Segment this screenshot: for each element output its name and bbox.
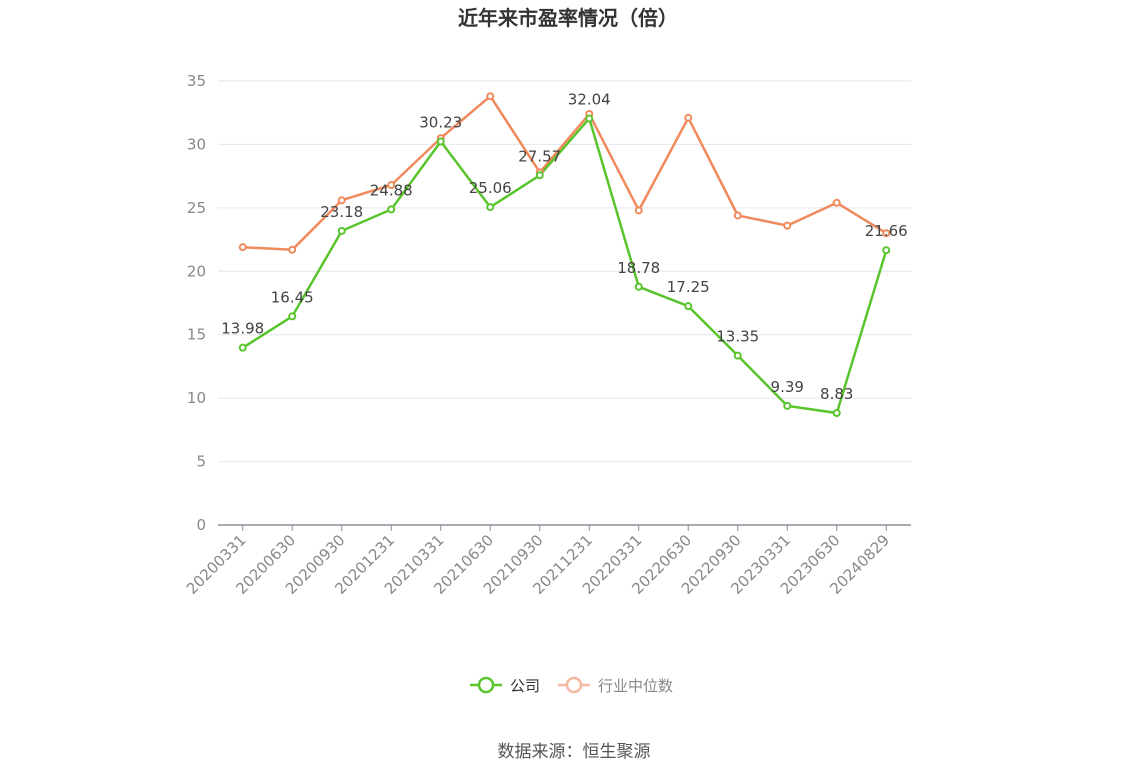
data-point-0-11[interactable]: [783, 401, 792, 410]
data-label: 16.45: [271, 288, 314, 306]
y-tick-label: 5: [196, 453, 206, 471]
y-tick-label: 25: [187, 199, 206, 217]
data-point-1-2[interactable]: [337, 196, 346, 205]
series-line-0: [242, 117, 888, 415]
y-tick-label: 15: [187, 326, 206, 344]
data-point-0-1[interactable]: [288, 312, 297, 321]
data-point-0-8[interactable]: [634, 282, 643, 291]
data-label: 24.88: [370, 181, 413, 199]
data-point-0-9[interactable]: [684, 302, 693, 311]
data-label: 30.23: [419, 114, 462, 132]
series-points: [238, 92, 891, 417]
grid-lines: [218, 80, 911, 463]
legend-marker: [477, 676, 495, 694]
data-label: 13.35: [716, 328, 759, 346]
data-point-1-3[interactable]: [387, 181, 396, 190]
y-tick-label: 20: [187, 262, 206, 280]
data-point-0-12[interactable]: [832, 408, 841, 417]
data-point-0-5[interactable]: [486, 203, 495, 212]
data-point-1-8[interactable]: [634, 206, 643, 215]
y-tick-label: 0: [196, 516, 206, 534]
data-label: 17.25: [667, 278, 710, 296]
data-label: 9.39: [771, 378, 804, 396]
data-point-1-11[interactable]: [783, 221, 792, 230]
source-note: 数据来源：恒生聚源: [498, 742, 651, 762]
chart-title: 近年来市盈率情况（倍）: [458, 6, 678, 30]
data-point-1-12[interactable]: [832, 198, 841, 207]
y-tick-label: 35: [187, 72, 206, 90]
data-label: 27.57: [518, 147, 561, 165]
data-point-1-10[interactable]: [733, 211, 742, 220]
data-label: 23.18: [320, 203, 363, 221]
data-label: 18.78: [617, 259, 660, 277]
data-point-0-2[interactable]: [337, 226, 346, 235]
series-line-1: [242, 94, 887, 251]
legend-item-0[interactable]: 公司: [470, 676, 540, 695]
y-tick-label: 30: [187, 135, 206, 153]
y-tick-label: 10: [187, 389, 206, 407]
legend-marker: [565, 676, 583, 694]
data-point-0-10[interactable]: [733, 351, 742, 360]
data-point-1-13[interactable]: [882, 229, 891, 238]
data-point-0-3[interactable]: [387, 205, 396, 214]
data-point-0-7[interactable]: [585, 114, 594, 123]
data-point-1-5[interactable]: [486, 92, 495, 101]
x-axis: 2020033120200630202009302020123120210331…: [183, 524, 911, 598]
data-label: 21.66: [865, 222, 908, 240]
data-point-0-0[interactable]: [238, 343, 247, 352]
series-lines: [242, 94, 888, 415]
data-point-0-4[interactable]: [436, 137, 445, 146]
legend[interactable]: 公司 行业中位数: [470, 676, 673, 695]
data-point-1-9[interactable]: [684, 113, 693, 122]
data-label: 25.06: [469, 179, 512, 197]
data-label: 8.83: [820, 385, 853, 403]
data-point-0-13[interactable]: [882, 246, 891, 255]
data-point-1-0[interactable]: [238, 243, 247, 252]
legend-label: 公司: [510, 677, 540, 695]
legend-label: 行业中位数: [598, 677, 673, 695]
data-point-0-6[interactable]: [535, 171, 544, 180]
legend-item-1[interactable]: 行业中位数: [558, 676, 673, 695]
data-labels: 13.98 16.45 23.18 24.88 30.23 25.06 27.57 32.04…: [221, 91, 907, 403]
y-axis: 0 5 10 15 20 25 30 35: [187, 72, 206, 534]
data-point-1-1[interactable]: [288, 245, 297, 254]
data-label: 32.04: [568, 91, 611, 109]
data-label: 13.98: [221, 320, 264, 338]
